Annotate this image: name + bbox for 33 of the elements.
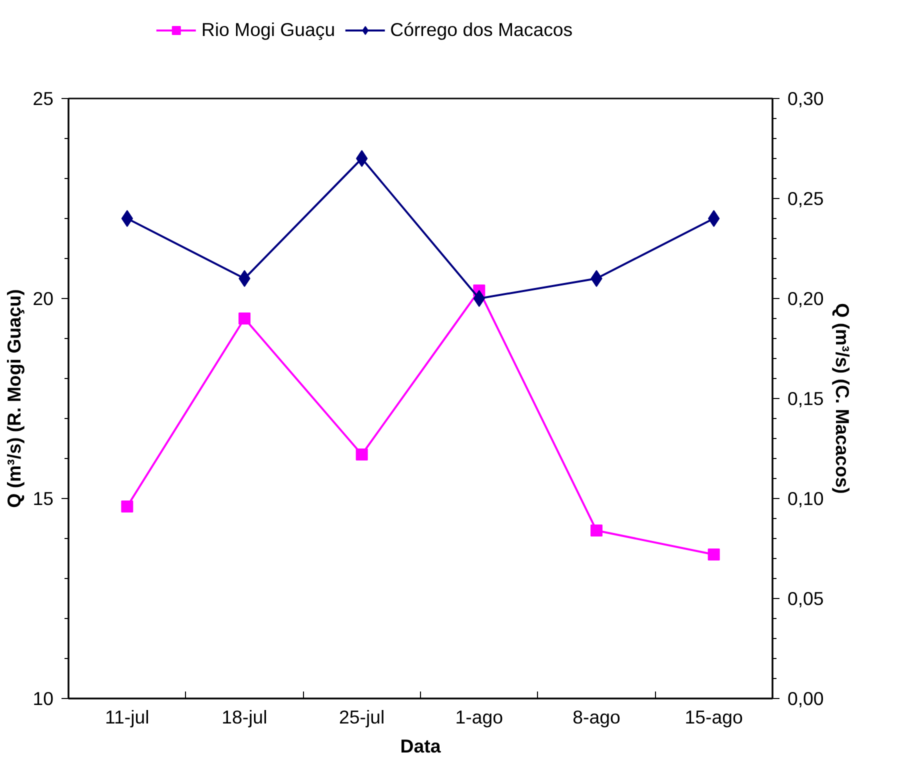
- y-tick-label: 10: [32, 688, 54, 709]
- point: [238, 312, 250, 324]
- y2-axis-title: Q (m³/s) (C. Macacos): [832, 303, 853, 494]
- point: [708, 548, 720, 560]
- y-tick-label: 15: [32, 488, 54, 509]
- x-tick-label: 1-ago: [455, 706, 504, 728]
- x-tick-label: 18-jul: [222, 706, 268, 728]
- y2-tick-label: 0,25: [788, 188, 824, 209]
- y2-tick-label: 0,15: [788, 388, 824, 409]
- y-axis-title: Q (m³/s) (R. Mogi Guaçu): [4, 289, 25, 508]
- y2-tick-label: 0,10: [788, 488, 824, 509]
- y2-tick-label: 0,05: [788, 588, 824, 609]
- y-tick-label: 20: [32, 288, 54, 309]
- x-tick-label: 11-jul: [105, 706, 150, 728]
- y2-tick-label: 0,30: [788, 88, 824, 109]
- x-tick-label: 8-ago: [572, 706, 620, 728]
- y-tick-label: 25: [32, 88, 54, 109]
- x-axis-title: Data: [400, 736, 442, 756]
- point: [238, 270, 250, 287]
- point: [590, 270, 602, 287]
- point: [121, 210, 133, 227]
- point: [473, 290, 485, 307]
- point: [708, 210, 720, 227]
- y2-tick-label: 0,20: [788, 288, 824, 309]
- point: [121, 500, 134, 512]
- legend-label: Córrego dos Macacos: [390, 19, 573, 41]
- x-tick-label: 25-jul: [339, 706, 385, 728]
- legend-label: Rio Mogi Guaçu: [201, 19, 336, 41]
- point: [356, 448, 368, 460]
- y2-tick-label: 0,00: [788, 688, 824, 709]
- x-tick-label: 15-ago: [684, 706, 743, 728]
- point: [590, 524, 602, 536]
- point: [356, 150, 368, 167]
